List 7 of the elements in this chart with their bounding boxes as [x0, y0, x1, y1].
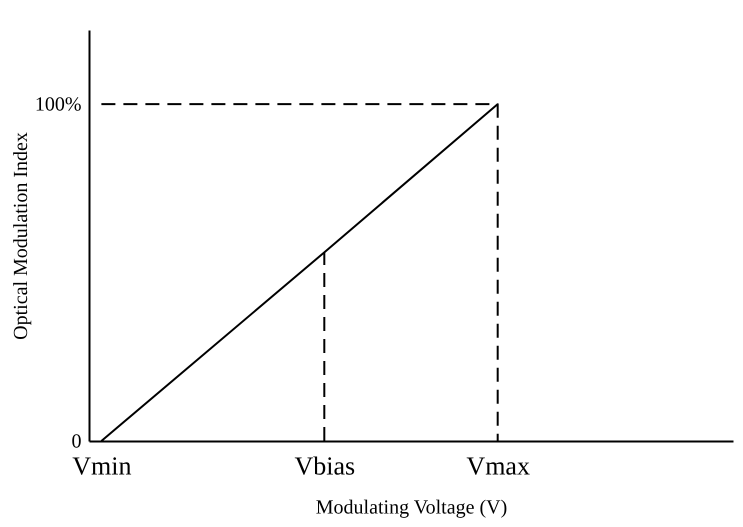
y-axis-title: Optical Modulation Index	[10, 132, 32, 340]
y-tick-label: 100%	[34, 94, 82, 116]
x-axis-title: Modulating Voltage (V)	[316, 496, 508, 518]
x-tick-label: Vmax	[466, 452, 530, 480]
x-tick-label: Vbias	[294, 452, 356, 480]
x-tick-label: Vmin	[72, 452, 132, 480]
y-tick-label: 0	[72, 430, 82, 452]
